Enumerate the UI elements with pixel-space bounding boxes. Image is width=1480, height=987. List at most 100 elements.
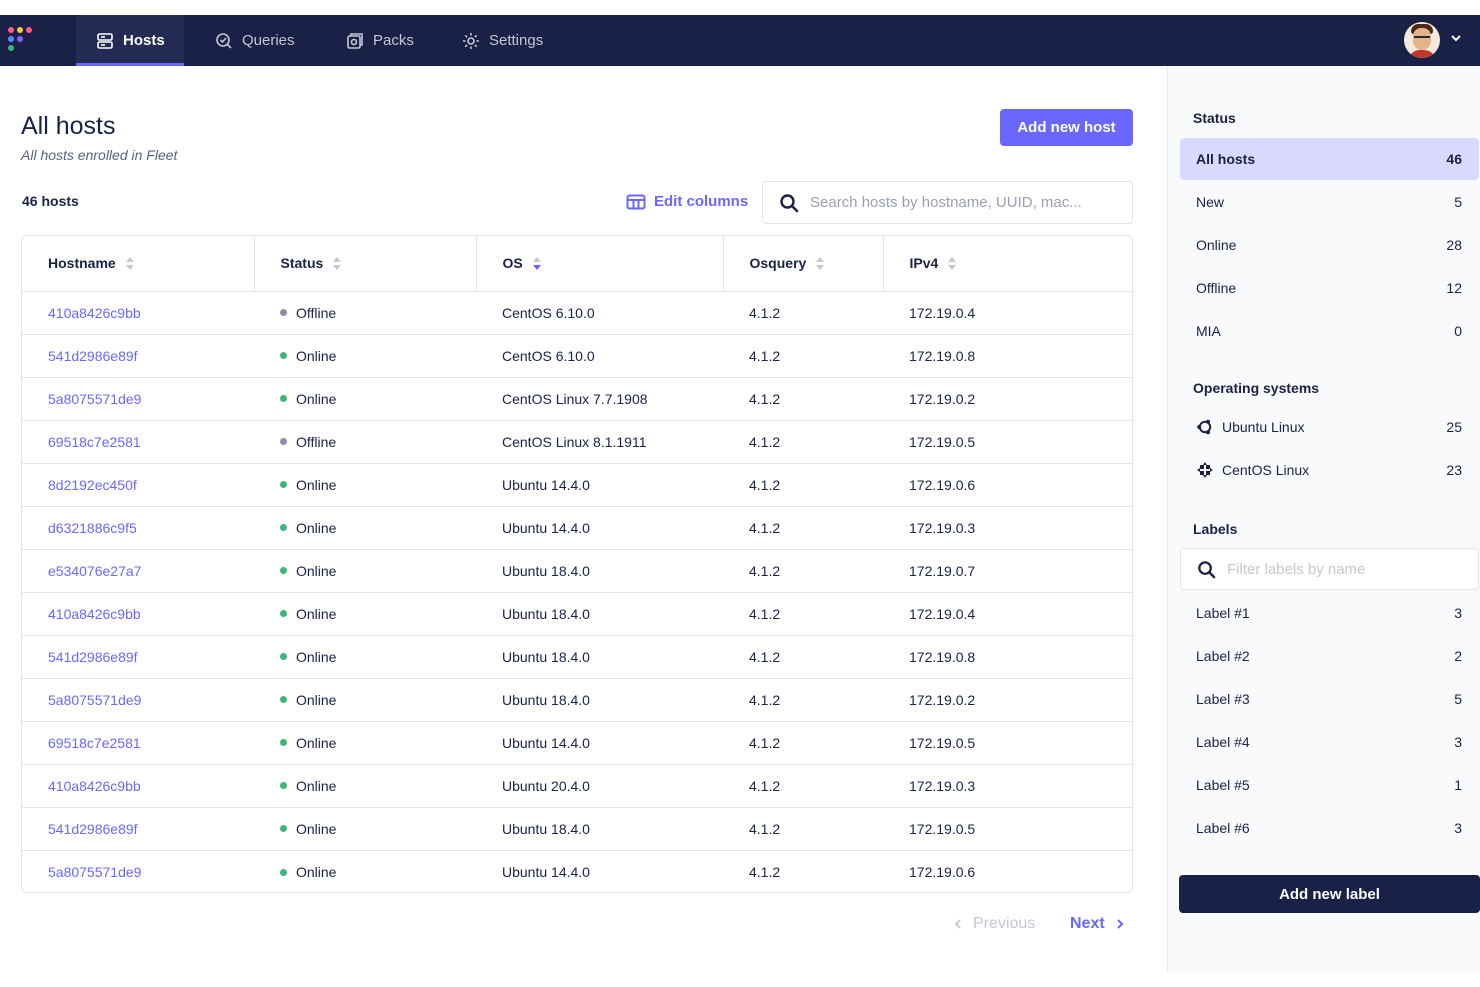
hostname-cell: 69518c7e2581 — [22, 721, 254, 765]
column-header-osquery[interactable]: Osquery — [723, 236, 884, 292]
chevron-right-icon — [1116, 919, 1124, 929]
table-row[interactable]: 410a8426c9bb Online Ubuntu 20.4.0 4.1.2 172.… — [22, 764, 1132, 808]
status-filter-new[interactable]: New 5 — [1180, 181, 1479, 223]
hostname-link[interactable]: e534076e27a7 — [48, 562, 142, 579]
hostname-link[interactable]: 410a8426c9bb — [48, 605, 141, 622]
add-new-host-button[interactable]: Add new host — [1000, 109, 1133, 146]
table-row[interactable]: 410a8426c9bb Online Ubuntu 18.4.0 4.1.2 172.… — [22, 592, 1132, 636]
status-dot-icon — [280, 309, 287, 317]
status-filter-label: MIA — [1196, 323, 1221, 339]
nav-tab-hosts[interactable]: Hosts — [76, 15, 184, 66]
os-cell: CentOS 6.10.0 — [476, 334, 723, 378]
edit-columns-button[interactable]: Edit columns — [626, 193, 748, 210]
column-header-status[interactable]: Status — [254, 236, 477, 292]
status-filter-offline[interactable]: Offline 12 — [1180, 267, 1479, 309]
column-header-ipv4[interactable]: IPv4 — [883, 236, 1132, 292]
table-row[interactable]: d6321886c9f5 Online Ubuntu 14.4.0 4.1.2 172.… — [22, 506, 1132, 550]
os-filter-centos[interactable]: CentOS Linux 23 — [1180, 449, 1479, 491]
sort-icon[interactable] — [333, 257, 342, 271]
table-header-row: Hostname Status OS Osquery IPv4 — [22, 236, 1132, 292]
status-text: Online — [296, 648, 337, 665]
table-row[interactable]: 541d2986e89f Online Ubuntu 18.4.0 4.1.2 172.… — [22, 635, 1132, 679]
hostname-link[interactable]: 5a8075571de9 — [48, 691, 142, 708]
table-row[interactable]: 541d2986e89f Online Ubuntu 18.4.0 4.1.2 172.… — [22, 807, 1132, 851]
label-filter-item[interactable]: Label #5 1 — [1180, 764, 1479, 806]
osquery-cell: 4.1.2 — [723, 377, 883, 421]
label-filter-item[interactable]: Label #4 3 — [1180, 721, 1479, 763]
hostname-link[interactable]: 541d2986e89f — [48, 347, 138, 364]
status-cell: Online — [254, 678, 476, 722]
label-filter-item[interactable]: Label #1 3 — [1180, 592, 1479, 634]
fleet-logo[interactable] — [6, 25, 36, 55]
sort-icon[interactable] — [125, 257, 134, 271]
table-row[interactable]: 410a8426c9bb Offline CentOS 6.10.0 4.1.2 172… — [22, 291, 1132, 335]
ipv4-cell: 172.19.0.2 — [883, 377, 1132, 421]
os-cell: Ubuntu 18.4.0 — [476, 592, 723, 636]
host-search-input[interactable] — [810, 182, 1126, 223]
status-filter-mia[interactable]: MIA 0 — [1180, 310, 1479, 352]
os-filter-ubuntu[interactable]: Ubuntu Linux 25 — [1180, 406, 1479, 448]
osquery-cell: 4.1.2 — [723, 420, 883, 464]
hostname-link[interactable]: 69518c7e2581 — [48, 734, 141, 751]
status-text: Online — [296, 863, 337, 880]
osquery-cell: 4.1.2 — [723, 291, 883, 335]
label-filter-item[interactable]: Label #6 3 — [1180, 807, 1479, 849]
hostname-link[interactable]: 541d2986e89f — [48, 820, 138, 837]
hostname-cell: 69518c7e2581 — [22, 420, 254, 464]
osquery-cell: 4.1.2 — [723, 592, 883, 636]
os-cell: Ubuntu 14.4.0 — [476, 506, 723, 550]
label-filter-item[interactable]: Label #3 5 — [1180, 678, 1479, 720]
hostname-link[interactable]: 8d2192ec450f — [48, 476, 137, 493]
status-dot-icon — [280, 653, 287, 661]
table-row[interactable]: 8d2192ec450f Online Ubuntu 14.4.0 4.1.2 172.… — [22, 463, 1132, 507]
table-row[interactable]: 5a8075571de9 Online Ubuntu 14.4.0 4.1.2 172.… — [22, 850, 1132, 892]
table-row[interactable]: e534076e27a7 Online Ubuntu 18.4.0 4.1.2 172.… — [22, 549, 1132, 593]
chevron-down-icon[interactable] — [1450, 32, 1462, 44]
label-filter-count: 1 — [1454, 777, 1462, 793]
nav-tab-queries[interactable]: Queries — [195, 15, 314, 66]
label-filter-count: 3 — [1454, 820, 1462, 836]
sort-icon[interactable] — [948, 257, 957, 271]
nav-tab-packs[interactable]: Packs — [326, 15, 433, 66]
status-filter-online[interactable]: Online 28 — [1180, 224, 1479, 266]
hostname-cell: 541d2986e89f — [22, 807, 254, 851]
hostname-link[interactable]: 541d2986e89f — [48, 648, 138, 665]
nav-tab-settings[interactable]: Settings — [442, 15, 562, 66]
settings-icon — [463, 32, 479, 49]
status-text: Online — [296, 820, 337, 837]
centos-icon — [1197, 462, 1213, 478]
table-row[interactable]: 69518c7e2581 Offline CentOS Linux 8.1.1911… — [22, 420, 1132, 464]
hostname-link[interactable]: 5a8075571de9 — [48, 390, 142, 407]
hostname-link[interactable]: 410a8426c9bb — [48, 777, 141, 794]
sort-icon[interactable] — [816, 257, 825, 271]
column-header-hostname[interactable]: Hostname — [22, 236, 255, 292]
pagination-next-button[interactable]: Next — [1070, 915, 1125, 933]
table-row[interactable]: 69518c7e2581 Online Ubuntu 14.4.0 4.1.2 172.… — [22, 721, 1132, 765]
hostname-link[interactable]: 69518c7e2581 — [48, 433, 141, 450]
ipv4-cell: 172.19.0.4 — [883, 592, 1132, 636]
user-avatar[interactable] — [1404, 22, 1440, 58]
os-cell: CentOS Linux 7.7.1908 — [476, 377, 723, 421]
label-filter-input[interactable] — [1227, 549, 1467, 589]
status-cell: Online — [254, 850, 476, 892]
hostname-link[interactable]: 5a8075571de9 — [48, 863, 142, 880]
hostname-link[interactable]: d6321886c9f5 — [48, 519, 137, 536]
osquery-cell: 4.1.2 — [749, 863, 781, 880]
hostname-link[interactable]: 410a8426c9bb — [48, 304, 141, 321]
status-dot-icon — [280, 352, 287, 360]
status-cell: Online — [254, 334, 476, 378]
table-row[interactable]: 5a8075571de9 Online Ubuntu 18.4.0 4.1.2 172.… — [22, 678, 1132, 722]
ipv4-cell: 172.19.0.7 — [883, 549, 1132, 593]
status-filter-all-hosts[interactable]: All hosts 46 — [1180, 138, 1479, 180]
pagination-previous-button[interactable]: Previous — [953, 915, 1035, 933]
column-header-os[interactable]: OS — [476, 236, 724, 292]
table-row[interactable]: 5a8075571de9 Online CentOS Linux 7.7.1908 4… — [22, 377, 1132, 421]
status-dot-icon — [280, 395, 287, 403]
table-row[interactable]: 541d2986e89f Online CentOS 6.10.0 4.1.2 172.… — [22, 334, 1132, 378]
status-text: Online — [296, 476, 337, 493]
add-new-label-button[interactable]: Add new label — [1179, 875, 1480, 913]
label-filter-item[interactable]: Label #2 2 — [1180, 635, 1479, 677]
sort-icon[interactable] — [532, 257, 541, 271]
status-filter-label: New — [1196, 194, 1225, 210]
hostname-cell: e534076e27a7 — [22, 549, 254, 593]
